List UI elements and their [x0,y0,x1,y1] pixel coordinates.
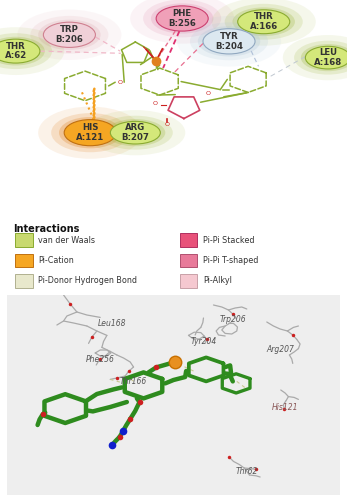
Ellipse shape [43,22,95,48]
FancyBboxPatch shape [15,274,33,288]
Ellipse shape [0,37,45,66]
Text: Thr62: Thr62 [236,468,258,476]
Text: O: O [153,102,158,106]
Text: THR
A:62: THR A:62 [5,42,27,60]
FancyBboxPatch shape [180,254,197,268]
Ellipse shape [0,39,40,63]
Text: Trp206: Trp206 [220,316,247,324]
Ellipse shape [64,120,116,146]
Text: Leu168: Leu168 [98,320,126,328]
Ellipse shape [130,0,234,44]
Ellipse shape [212,0,316,46]
Ellipse shape [17,10,121,60]
Text: O: O [206,91,211,96]
Text: Interactions: Interactions [14,224,80,234]
Ellipse shape [151,4,213,34]
Text: Thr166: Thr166 [120,377,147,386]
Text: His121: His121 [272,404,298,412]
Ellipse shape [190,22,268,60]
Ellipse shape [59,117,121,148]
Text: Pi-Alkyl: Pi-Alkyl [203,276,232,285]
Ellipse shape [283,35,347,80]
FancyBboxPatch shape [15,234,33,247]
Ellipse shape [85,110,185,156]
Text: THR
A:166: THR A:166 [249,12,278,31]
Ellipse shape [198,26,260,56]
Ellipse shape [110,122,160,144]
Ellipse shape [0,33,52,69]
Text: Pi-Donor Hydrogen Bond: Pi-Donor Hydrogen Bond [38,276,137,285]
Ellipse shape [156,6,208,31]
Ellipse shape [301,44,347,71]
Ellipse shape [232,8,295,36]
Text: PHE
B:256: PHE B:256 [168,9,196,28]
Text: HIS
A:121: HIS A:121 [76,124,104,142]
Ellipse shape [177,16,281,66]
Ellipse shape [203,28,255,54]
Ellipse shape [238,10,290,34]
FancyBboxPatch shape [15,254,33,268]
Text: O: O [117,80,122,84]
Ellipse shape [98,116,173,150]
Text: Arg207: Arg207 [266,344,294,354]
Ellipse shape [105,119,165,146]
FancyBboxPatch shape [180,274,197,288]
Ellipse shape [38,106,142,159]
Text: LEU
A:168: LEU A:168 [314,48,342,67]
Text: TYR
B:204: TYR B:204 [215,32,243,50]
Text: O: O [165,122,170,127]
Ellipse shape [51,113,129,152]
Ellipse shape [38,20,101,50]
Ellipse shape [31,16,108,54]
Text: ARG
B:207: ARG B:207 [121,124,149,142]
Ellipse shape [294,40,347,74]
Text: Phe256: Phe256 [86,354,115,364]
Text: TRP
B:206: TRP B:206 [56,26,83,44]
Text: Pi-Pi Stacked: Pi-Pi Stacked [203,236,254,245]
Text: Pi-Pi T-shaped: Pi-Pi T-shaped [203,256,258,265]
FancyBboxPatch shape [180,234,197,247]
Text: Pi-Cation: Pi-Cation [38,256,74,265]
Text: van der Waals: van der Waals [38,236,95,245]
Ellipse shape [143,0,221,38]
Ellipse shape [305,46,347,69]
Text: Tyr204: Tyr204 [191,336,217,345]
Ellipse shape [0,27,64,75]
Ellipse shape [225,4,303,40]
